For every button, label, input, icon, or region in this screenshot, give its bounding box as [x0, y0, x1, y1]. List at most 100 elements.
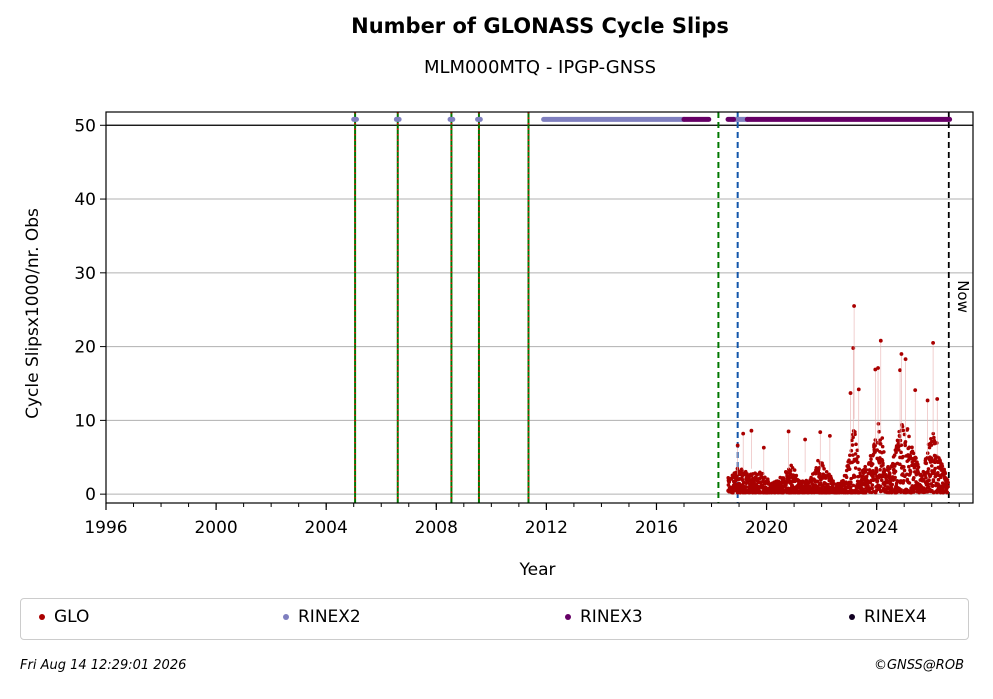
glo-point [824, 470, 829, 474]
glo-point [916, 465, 921, 469]
glo-point [870, 483, 875, 487]
glo-point [815, 479, 820, 484]
y-tick-label: 0 [85, 485, 96, 505]
legend: GLO RINEX2 RINEX3 RINEX4 [20, 598, 969, 640]
legend-marker-rinex4 [849, 614, 855, 620]
glo-point [788, 469, 793, 473]
glo-peak-point [786, 429, 791, 434]
glo-point [790, 465, 795, 470]
glo-point [848, 453, 852, 458]
glo-point [817, 466, 822, 470]
y-tick-label: 40 [74, 190, 96, 210]
glo-peak-point [852, 304, 856, 308]
glo-point [897, 434, 902, 439]
glo-point [911, 490, 916, 494]
glo-point [844, 475, 849, 480]
glo-point [794, 473, 799, 478]
glo-point [821, 464, 825, 468]
glo-point [879, 484, 883, 489]
legend-item-rinex2: RINEX2 [283, 607, 361, 627]
glo-point [946, 484, 950, 489]
glo-point [878, 442, 883, 446]
plot-area [106, 112, 973, 503]
glo-point [932, 438, 937, 443]
glo-point [850, 438, 854, 443]
glo-point [899, 488, 903, 492]
glo-point [927, 478, 931, 483]
glo-point [853, 452, 858, 456]
glo-point [849, 448, 854, 453]
glo-point [921, 477, 926, 482]
glo-point [924, 475, 928, 480]
glo-peak-point [818, 430, 823, 435]
glo-point [792, 468, 797, 472]
glo-point [882, 450, 886, 454]
glo-point [945, 490, 950, 495]
plot-frame [105, 111, 974, 504]
glo-point [890, 482, 895, 487]
y-tick-label: 20 [74, 338, 96, 358]
glo-point [893, 475, 897, 480]
legend-marker-rinex3 [565, 614, 571, 620]
glo-peak-point [931, 341, 935, 345]
glo-point [740, 474, 745, 478]
glo-point [901, 428, 906, 433]
glo-point [863, 464, 868, 469]
glo-peak-point [749, 428, 754, 433]
glo-point [883, 483, 887, 488]
legend-item-glo: GLO [39, 607, 89, 627]
glo-point [899, 443, 904, 447]
glo-point [816, 458, 820, 463]
legend-marker-glo [39, 614, 45, 620]
x-axis-label: Year [519, 560, 556, 580]
glo-point [939, 475, 943, 480]
glo-point [893, 469, 898, 474]
glo-point [902, 465, 906, 469]
chart-title: Number of GLONASS Cycle Slips [351, 14, 729, 38]
glo-point [929, 464, 934, 468]
glo-peak-point [899, 352, 904, 356]
glo-point [880, 436, 885, 440]
chart-subtitle: MLM000MTQ - IPGP-GNSS [423, 57, 657, 78]
glo-point [870, 462, 875, 466]
glo-point [847, 467, 852, 471]
now-label: Now [954, 280, 972, 313]
glo-point [931, 479, 936, 484]
glo-point [907, 434, 911, 439]
legend-marker-rinex2 [283, 614, 289, 620]
glo-point [855, 460, 860, 465]
glo-point [850, 443, 855, 447]
glo-point [781, 476, 786, 480]
glo-point [853, 474, 857, 479]
glo-point [881, 461, 885, 466]
glo-point [902, 468, 907, 473]
glo-point [855, 448, 860, 453]
glo-point [888, 479, 893, 484]
glo-point [894, 450, 898, 455]
glo-point [763, 475, 767, 480]
glo-point [899, 450, 903, 455]
glo-point [927, 445, 932, 450]
glo-point [933, 473, 938, 478]
glo-peak-point [761, 445, 766, 450]
glo-point [905, 427, 910, 431]
glo-point [911, 451, 916, 456]
glo-peak-point [903, 357, 908, 362]
glo-peak-point [735, 443, 740, 448]
glo-peak-point [741, 431, 746, 436]
x-tick-label: 2004 [305, 518, 348, 538]
glo-point [784, 483, 788, 487]
glo-point [901, 479, 906, 483]
legend-label-rinex3: RINEX3 [580, 607, 643, 627]
glo-point [935, 441, 939, 445]
glo-point [851, 435, 855, 440]
glo-point [932, 435, 936, 440]
glo-peak-point [898, 368, 902, 373]
glo-point [875, 448, 880, 452]
glo-point [856, 454, 860, 459]
glo-peak-point [913, 388, 918, 393]
glo-point [752, 480, 756, 485]
glo-point [818, 471, 822, 476]
glo-point [739, 471, 744, 475]
glo-point [853, 432, 857, 437]
